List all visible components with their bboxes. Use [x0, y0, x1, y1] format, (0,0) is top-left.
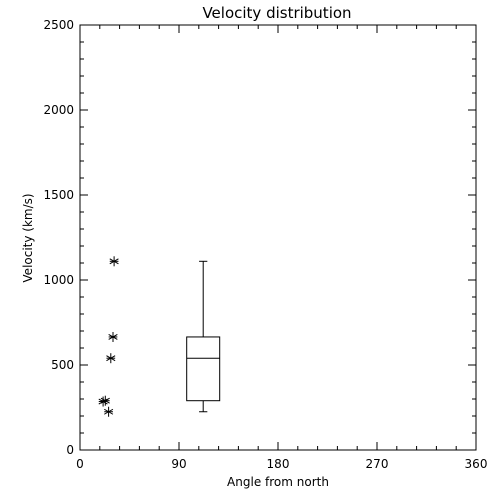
scatter-points: [98, 256, 119, 417]
y-axis-label: Velocity (km/s): [21, 193, 35, 282]
y-tick-label: 1000: [43, 273, 74, 287]
y-tick-label: 2000: [43, 103, 74, 117]
y-tick-label: 1500: [43, 188, 74, 202]
x-tick-label: 180: [267, 457, 290, 471]
x-tick-label: 0: [76, 457, 84, 471]
data-point: [104, 406, 114, 417]
data-point: [106, 353, 116, 364]
plot-frame: [79, 24, 477, 451]
boxplot: [186, 260, 221, 413]
y-tick-label: 0: [66, 443, 74, 457]
data-point: [108, 331, 118, 342]
y-tick-label: 2500: [43, 18, 74, 32]
x-tick-label: 90: [171, 457, 186, 471]
x-tick-label: 270: [366, 457, 389, 471]
data-point: [98, 396, 108, 407]
chart-title: Velocity distribution: [202, 4, 351, 22]
data-point: [109, 256, 119, 267]
axes: 0 90 180 270 360 0 500 1000 1500 2000 2500: [43, 18, 487, 471]
x-axis-label: Angle from north: [227, 475, 329, 489]
box-iqr: [186, 336, 221, 402]
y-tick-label: 500: [51, 358, 74, 372]
x-tick-label: 360: [465, 457, 488, 471]
